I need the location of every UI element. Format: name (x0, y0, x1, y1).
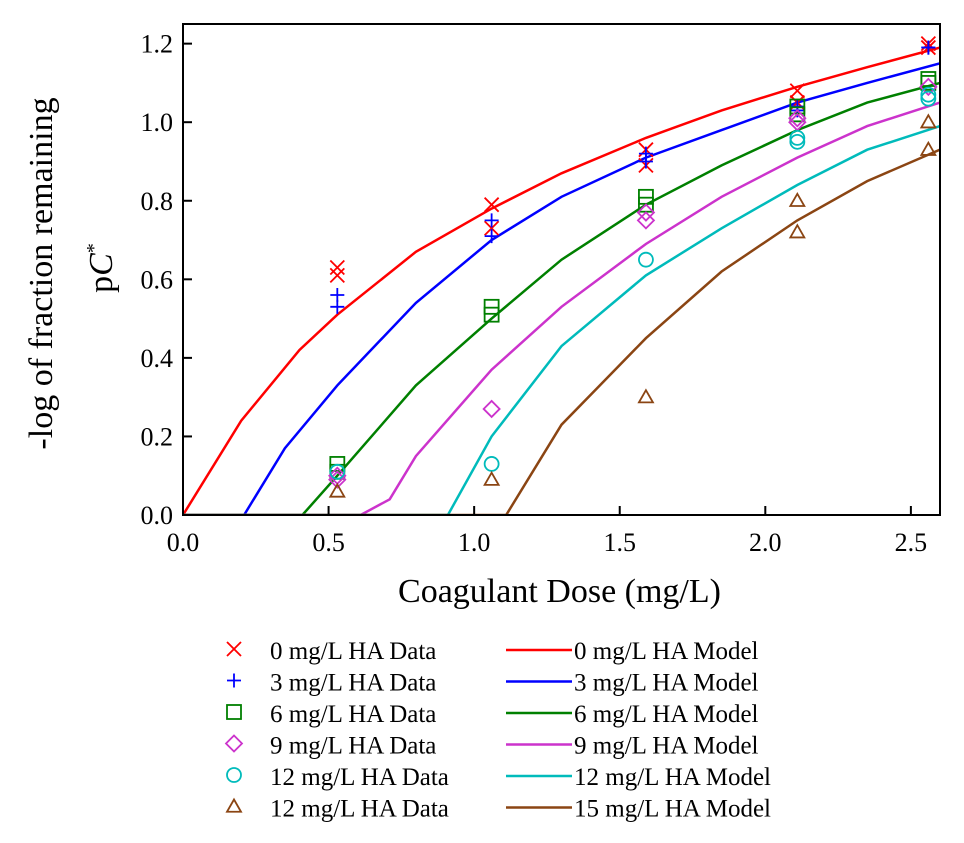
y-axis-title-inner: pC* (83, 243, 120, 293)
data-point-4-6 (920, 90, 937, 107)
legend-item-data-4: 12 mg/L HA Data (226, 764, 449, 791)
data-point-2-9 (920, 75, 937, 91)
model-line-2 (183, 81, 940, 515)
legend-marker-1 (227, 673, 241, 688)
data-point-2-3 (483, 306, 500, 323)
data-point-4-1 (483, 456, 500, 472)
y-axis-title-inner-prefix: p (83, 276, 120, 293)
legend-label: 6 mg/L HA Data (270, 701, 436, 728)
x-tick-label: 1.5 (603, 528, 636, 557)
data-point-4-0 (329, 463, 346, 480)
data-point-3-5 (788, 108, 807, 128)
legend-item-model-2: 6 mg/L HA Model (506, 701, 759, 728)
plot-frame (182, 23, 941, 516)
legend-label: 12 mg/L HA Data (270, 764, 449, 791)
data-point-0-2 (483, 197, 500, 213)
data-series-4 (329, 86, 937, 480)
y-tick-label: 0.8 (141, 187, 174, 216)
data-point-5-2 (637, 388, 655, 404)
data-point-5-0 (328, 482, 346, 498)
x-axis-title: Coagulant Dose (mg/L) (398, 573, 721, 610)
x-tick-label: 0.0 (167, 528, 200, 557)
data-point-1-2 (484, 213, 499, 228)
x-tick-label: 1.0 (458, 528, 491, 557)
legend-item-data-3: 9 mg/L HA Data (224, 733, 436, 760)
y-tick-label: 0.2 (141, 422, 174, 451)
model-line-0 (183, 46, 940, 515)
legend-label: 15 mg/L HA Model (574, 796, 771, 823)
model-line-5 (183, 148, 940, 515)
legend-label: 12 mg/L HA Data (270, 796, 449, 823)
data-point-5-4 (788, 223, 806, 239)
data-point-3-4 (636, 211, 656, 230)
data-point-3-7 (919, 77, 938, 97)
legend: 0 mg/L HA Data 3 mg/L HA Data 6 mg/L HA Da… (224, 638, 771, 823)
legend-item-model-1: 3 mg/L HA Model (506, 670, 759, 697)
axes: 0.0 0.5 1.0 1.5 2.0 2.5 0.0 0.2 0.4 0.6 0.8 1.0 1.2 C… (23, 23, 941, 610)
y-tick-label: 0.6 (141, 265, 174, 294)
data-series-2 (329, 71, 937, 480)
legend-label: 3 mg/L HA Data (270, 670, 436, 697)
y-tick-label: 0.4 (141, 344, 174, 373)
data-point-0-1 (329, 267, 345, 284)
legend-item-model-5: 15 mg/L HA Model (506, 796, 771, 823)
plot-area (183, 36, 940, 515)
y-tick-label: 1.2 (141, 30, 174, 59)
data-point-4-3 (789, 130, 806, 146)
legend-label: 0 mg/L HA Model (574, 638, 759, 665)
x-tick-label: 0.5 (312, 528, 345, 557)
legend-item-data-1: 3 mg/L HA Data (227, 670, 436, 697)
legend-label: 6 mg/L HA Model (574, 701, 759, 728)
y-tick-label: 1.0 (141, 108, 174, 137)
legend-item-model-0: 0 mg/L HA Model (506, 638, 759, 665)
data-series-1 (330, 40, 936, 314)
data-point-3-3 (636, 203, 656, 222)
y-tick-label: 0.0 (141, 501, 174, 530)
data-point-5-1 (483, 470, 501, 486)
legend-marker-4 (226, 767, 242, 783)
legend-label: 9 mg/L HA Data (270, 733, 436, 760)
data-point-1-1 (330, 299, 345, 314)
legend-item-data-2: 6 mg/L HA Data (226, 701, 436, 728)
legend-label: 0 mg/L HA Data (270, 638, 436, 665)
y-axis-title-outer: -log of fraction remaining (23, 97, 60, 449)
y-axis-title-inner-var: C (83, 253, 120, 276)
legend-item-model-4: 12 mg/L HA Model (506, 764, 771, 791)
data-series-5 (328, 113, 937, 498)
legend-item-model-3: 9 mg/L HA Model (506, 733, 759, 760)
data-point-4-4 (789, 133, 806, 150)
x-tick-label: 2.0 (749, 528, 782, 557)
model-line-4 (183, 124, 940, 515)
data-point-0-6 (789, 83, 805, 99)
data-point-1-9 (921, 40, 936, 55)
data-point-4-5 (920, 86, 937, 103)
legend-label: 9 mg/L HA Model (574, 733, 759, 760)
data-point-1-5 (638, 154, 653, 169)
data-point-1-3 (484, 229, 499, 244)
legend-marker-3 (224, 734, 244, 753)
data-series-3 (328, 77, 938, 489)
data-point-0-3 (483, 220, 500, 236)
data-point-1-0 (330, 288, 345, 303)
legend-marker-0 (226, 641, 242, 657)
data-point-4-2 (638, 251, 654, 268)
legend-marker-2 (226, 704, 242, 720)
legend-item-data-0: 0 mg/L HA Data (226, 638, 436, 665)
legend-label: 12 mg/L HA Model (574, 764, 771, 791)
model-line-1 (183, 62, 940, 515)
data-point-5-3 (788, 191, 806, 207)
data-point-5-5 (919, 113, 937, 129)
data-point-5-6 (919, 140, 937, 156)
legend-label: 3 mg/L HA Model (574, 670, 759, 697)
model-line-3 (183, 101, 940, 515)
legend-item-data-5: 12 mg/L HA Data (225, 796, 449, 823)
data-point-3-2 (482, 399, 501, 419)
legend-marker-5 (225, 797, 243, 813)
data-point-0-0 (329, 259, 345, 276)
x-tick-label: 2.5 (895, 528, 928, 557)
data-point-2-7 (789, 106, 806, 123)
y-axis-title-inner-sup: * (83, 243, 105, 253)
